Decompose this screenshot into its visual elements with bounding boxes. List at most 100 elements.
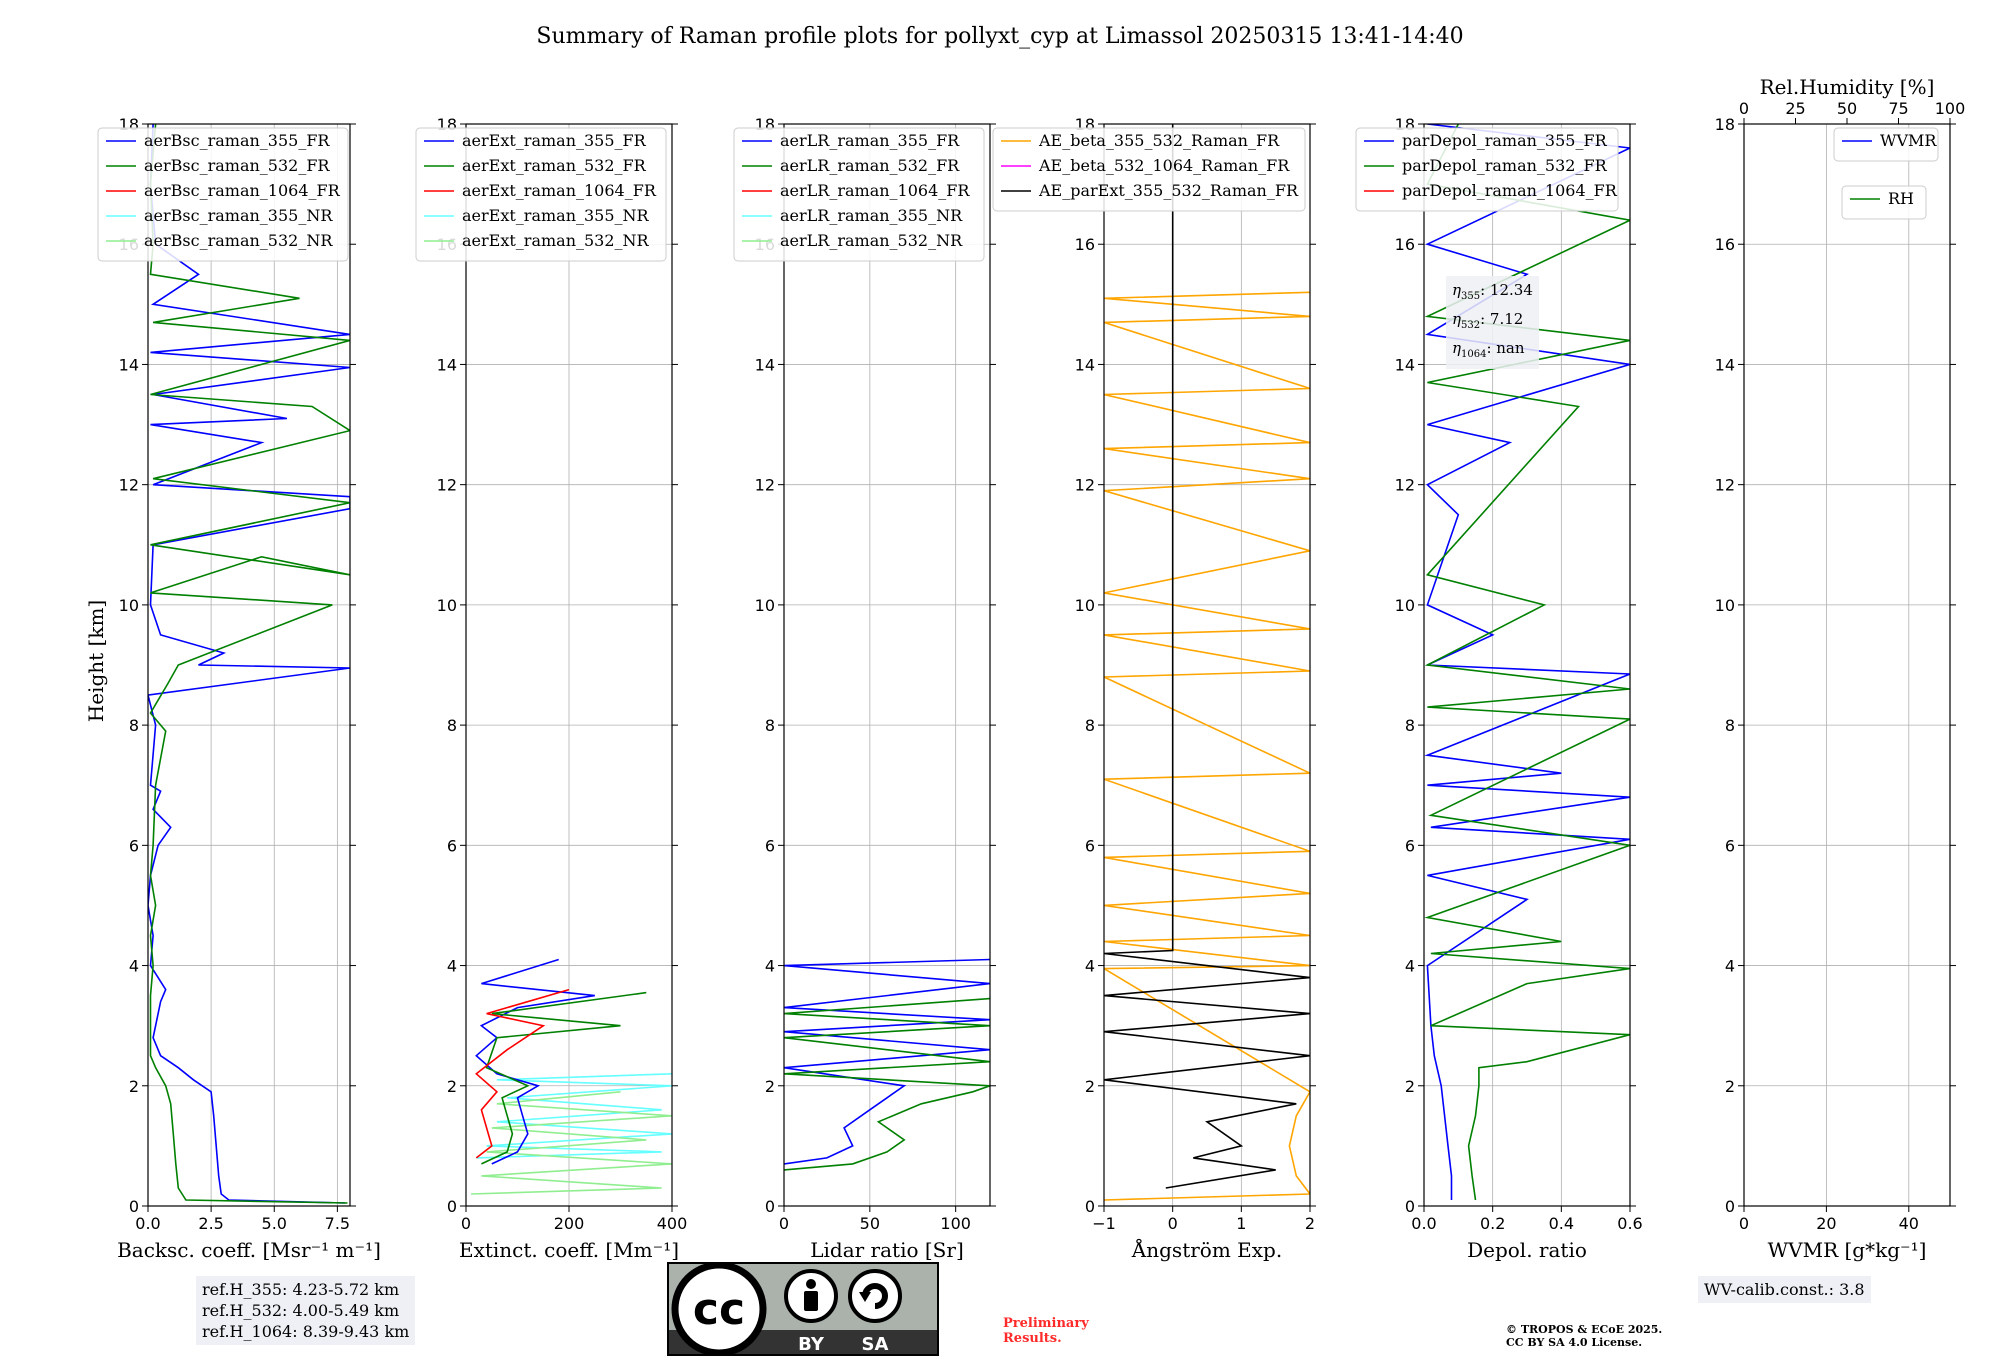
y-tick-label: 0	[129, 1197, 139, 1216]
top-x-tick-label: 75	[1888, 99, 1908, 118]
legend-box	[97, 127, 349, 262]
y-tick-label: 0	[1725, 1197, 1735, 1216]
figure-title: Summary of Raman profile plots for polly…	[536, 24, 1463, 49]
x-axis-label: Ångström Exp.	[1131, 1237, 1282, 1262]
series-aerExt_raman_532_NR	[471, 1091, 672, 1195]
axes-frame	[147, 123, 351, 1207]
series-aerLR_raman_532_FR	[784, 997, 990, 1171]
legend: aerBsc_raman_355_FR aerBsc_raman_532_FRae…	[97, 127, 349, 262]
axes-frame	[1103, 123, 1311, 1207]
legend-entry: AE_parExt_355_532_Raman_FR	[1038, 181, 1299, 200]
x-axis-label: Extinct. coeff. [Mm⁻¹]	[459, 1238, 679, 1262]
y-tick-label: 4	[447, 957, 457, 976]
axes-frame	[783, 123, 991, 1207]
y-tick-label: 10	[1715, 596, 1735, 615]
y-tick-label: 14	[1395, 355, 1415, 374]
legend-entry: aerExt_raman_355_FR	[462, 131, 647, 150]
legend-entry: aerBsc_raman_355_FR	[144, 131, 330, 150]
x-axis-label: WVMR [g*kg⁻¹]	[1768, 1238, 1927, 1262]
y-tick-label: 14	[1715, 355, 1735, 374]
x-tick-label: 0	[461, 1214, 471, 1233]
y-tick-label: 10	[755, 596, 775, 615]
axes-frame	[1743, 123, 1951, 1207]
y-tick-label: 10	[437, 596, 457, 615]
legend-box	[1841, 185, 1927, 220]
top-x-tick-label: 0	[1739, 99, 1749, 118]
axes-frame	[1423, 123, 1631, 1207]
y-tick-label: 0	[447, 1197, 457, 1216]
legend-entry: aerBsc_raman_532_NR	[144, 231, 333, 250]
legend: aerExt_raman_355_FR aerExt_raman_532_FRae…	[415, 127, 667, 262]
y-tick-label: 12	[755, 476, 775, 495]
series-AE_parExt_355_532_Raman_FR	[1104, 124, 1310, 1189]
legend-entry: aerLR_raman_355_NR	[780, 206, 963, 225]
y-tick-label: 0	[1085, 1197, 1095, 1216]
eta-532: η532: 7.12	[1452, 310, 1524, 331]
y-tick-label: 4	[1405, 957, 1415, 976]
wv-calib-box: WV-calib.const.: 3.8	[1698, 1276, 1871, 1303]
x-axis-label: Backsc. coeff. [Msr⁻¹ m⁻¹]	[117, 1238, 381, 1262]
share-alike-icon	[848, 1269, 902, 1323]
top-x-tick-label: 50	[1837, 99, 1857, 118]
y-tick-label: 4	[129, 957, 139, 976]
legend-entry: aerLR_raman_1064_FR	[780, 181, 970, 200]
top-x-tick-label: 100	[1935, 99, 1966, 118]
x-tick-label: 0.2	[1480, 1214, 1505, 1233]
series-aerExt_raman_355_FR	[475, 958, 595, 1165]
y-tick-label: 8	[1085, 716, 1095, 735]
legend-entry: aerExt_raman_355_NR	[462, 206, 650, 225]
y-tick-label: 0	[765, 1197, 775, 1216]
x-tick-label: 20	[1816, 1214, 1836, 1233]
y-tick-label: 10	[119, 596, 139, 615]
x-tick-label: 40	[1899, 1214, 1919, 1233]
legend: parDepol_raman_355_FR parDepol_raman_532_…	[1355, 127, 1619, 212]
x-tick-label: 0.0	[1411, 1214, 1436, 1233]
wv-calib-const: WV-calib.const.: 3.8	[1704, 1280, 1865, 1299]
y-tick-label: 18	[1715, 115, 1735, 134]
eta-1064: η1064: nan	[1452, 339, 1525, 360]
x-tick-label: 50	[860, 1214, 880, 1233]
legend: RH	[1841, 185, 1927, 220]
y-tick-label: 6	[1085, 836, 1095, 855]
eta-355: η355: 12.34	[1452, 281, 1533, 302]
y-tick-label: 16	[1715, 235, 1735, 254]
y-tick-label: 8	[447, 716, 457, 735]
series-aerLR_raman_355_FR	[784, 958, 990, 1165]
legend-entry: aerLR_raman_532_FR	[780, 156, 960, 175]
legend-entry: aerBsc_raman_532_FR	[144, 156, 330, 175]
y-tick-label: 12	[437, 476, 457, 495]
y-tick-label: 16	[1395, 235, 1415, 254]
series-group	[148, 124, 350, 1204]
series-aerExt_raman_355_NR	[476, 1073, 672, 1159]
y-tick-label: 16	[1075, 235, 1095, 254]
ref-h-532: ref.H_532: 4.00-5.49 km	[202, 1301, 400, 1320]
legend: WVMR	[1833, 127, 1939, 162]
cc-by-sa-badge: cc BY SA	[667, 1262, 939, 1356]
x-tick-label: 0	[1168, 1214, 1178, 1233]
x-tick-label: 2	[1305, 1214, 1315, 1233]
legend-entry: aerBsc_raman_355_NR	[144, 206, 333, 225]
cc-logo-icon	[671, 1262, 767, 1356]
y-tick-label: 2	[129, 1077, 139, 1096]
legend-box	[992, 127, 1306, 212]
y-tick-label: 2	[1725, 1077, 1735, 1096]
x-tick-label: 400	[657, 1214, 688, 1233]
legend-box	[1355, 127, 1619, 212]
x-tick-label: 0	[779, 1214, 789, 1233]
y-tick-label: 8	[1405, 716, 1415, 735]
preliminary-results: Preliminary Results.	[1003, 1316, 1089, 1346]
series-aerBsc_raman_532_FR	[149, 124, 350, 1204]
legend-entry: AE_beta_532_1064_Raman_FR	[1038, 156, 1290, 175]
legend-entry: aerExt_raman_532_NR	[462, 231, 650, 250]
legend: AE_beta_355_532_Raman_FR AE_beta_532_1064…	[992, 127, 1306, 212]
legend-box	[1833, 127, 1939, 162]
series-aerBsc_raman_355_FR	[148, 124, 350, 1204]
x-tick-label: 0.6	[1617, 1214, 1642, 1233]
legend-entry: parDepol_raman_1064_FR	[1402, 181, 1618, 200]
legend-entry: aerExt_raman_532_FR	[462, 156, 647, 175]
